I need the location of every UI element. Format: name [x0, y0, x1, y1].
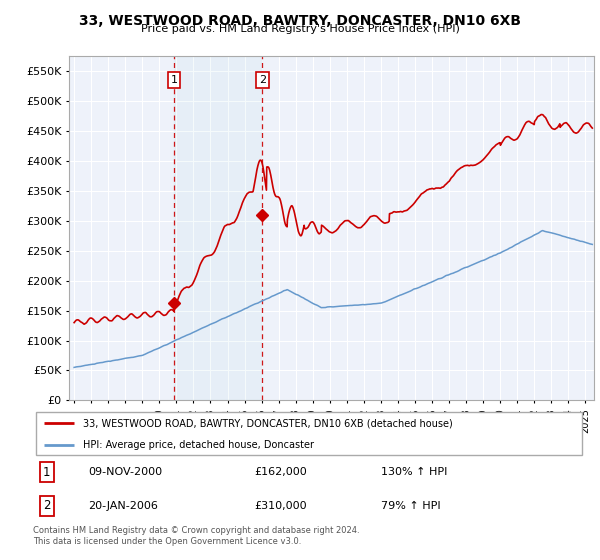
Text: 33, WESTWOOD ROAD, BAWTRY, DONCASTER, DN10 6XB (detached house): 33, WESTWOOD ROAD, BAWTRY, DONCASTER, DN… [83, 418, 452, 428]
Text: 2: 2 [43, 499, 50, 512]
Text: HPI: Average price, detached house, Doncaster: HPI: Average price, detached house, Donc… [83, 440, 314, 450]
Text: £162,000: £162,000 [254, 467, 307, 477]
Text: 33, WESTWOOD ROAD, BAWTRY, DONCASTER, DN10 6XB: 33, WESTWOOD ROAD, BAWTRY, DONCASTER, DN… [79, 14, 521, 28]
Text: 130% ↑ HPI: 130% ↑ HPI [381, 467, 447, 477]
Text: 1: 1 [170, 75, 178, 85]
Text: 20-JAN-2006: 20-JAN-2006 [88, 501, 158, 511]
Text: 79% ↑ HPI: 79% ↑ HPI [381, 501, 440, 511]
Text: 2: 2 [259, 75, 266, 85]
Text: £310,000: £310,000 [254, 501, 307, 511]
FancyBboxPatch shape [36, 412, 582, 455]
Text: Price paid vs. HM Land Registry's House Price Index (HPI): Price paid vs. HM Land Registry's House … [140, 24, 460, 34]
Bar [174, 56, 262, 400]
Text: 09-NOV-2000: 09-NOV-2000 [88, 467, 163, 477]
Text: Contains HM Land Registry data © Crown copyright and database right 2024.
This d: Contains HM Land Registry data © Crown c… [33, 526, 359, 546]
Text: 1: 1 [43, 465, 50, 479]
